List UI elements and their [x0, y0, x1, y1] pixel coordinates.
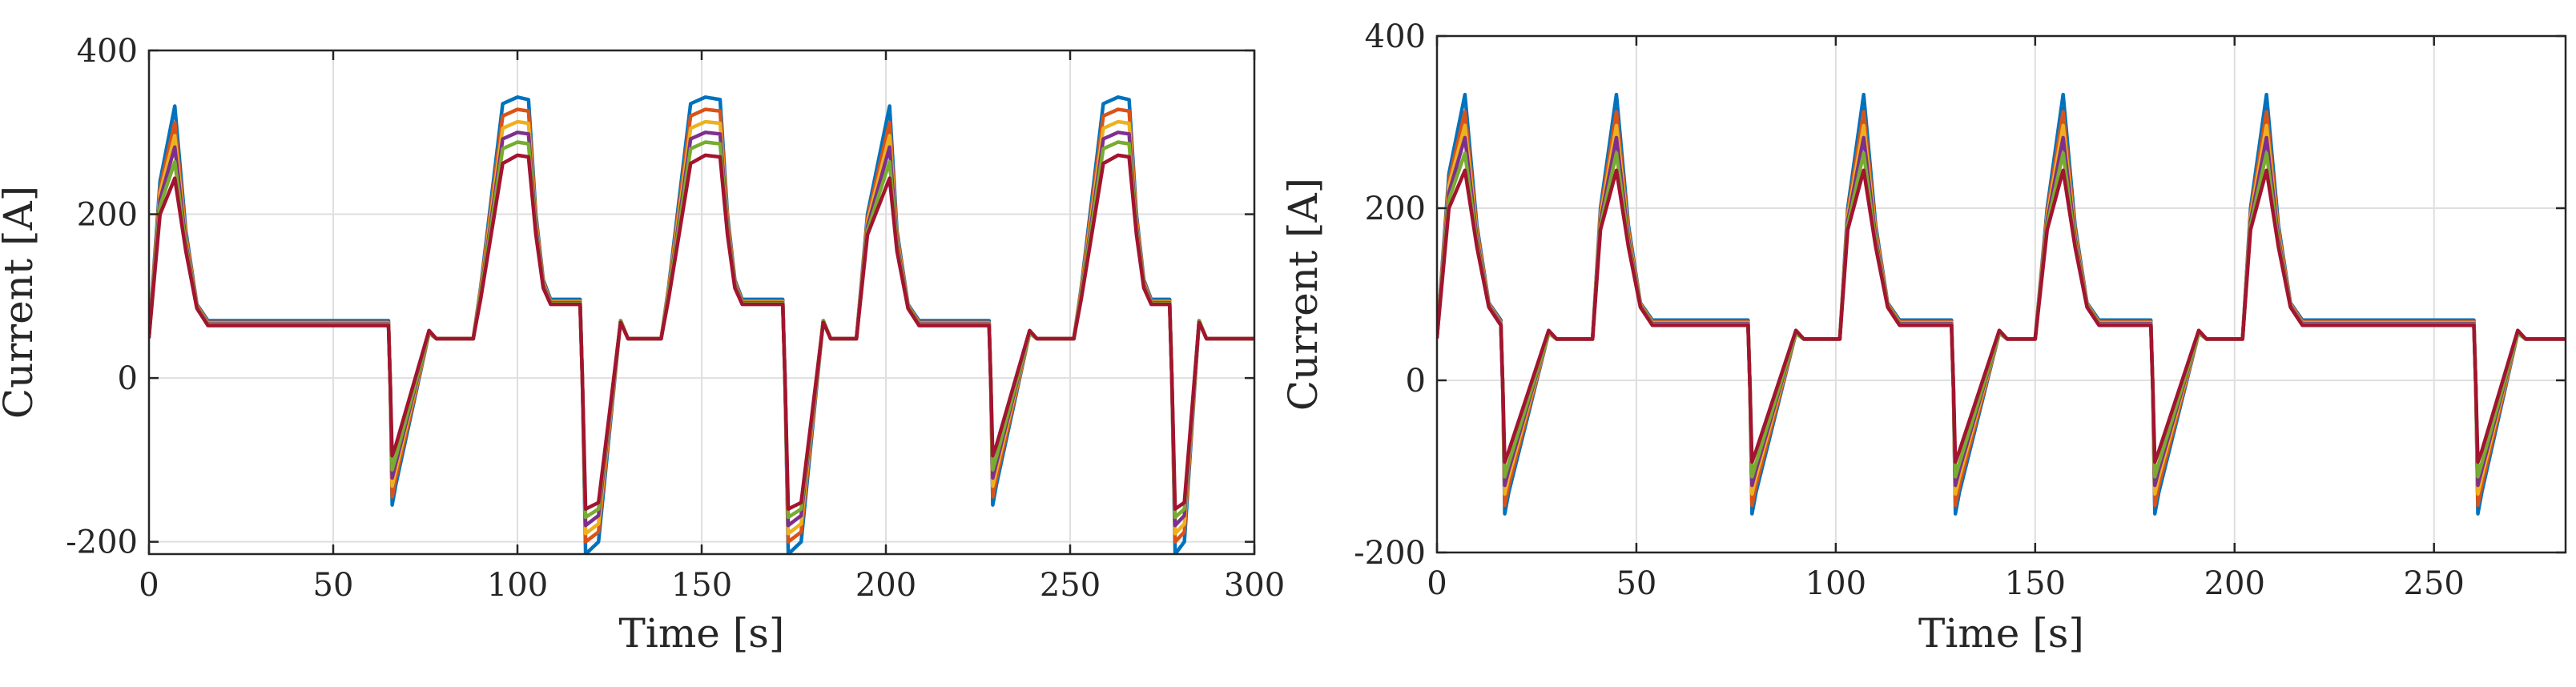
x-tick-label: 300 [1224, 567, 1285, 604]
y-tick-label: 200 [77, 197, 138, 234]
x-tick-label: 100 [1805, 565, 1866, 602]
x-tick-label: 0 [1427, 565, 1447, 602]
y-tick-label: -200 [66, 524, 138, 561]
x-axis-label: Time [s] [619, 610, 785, 657]
x-tick-label: 150 [671, 567, 732, 604]
x-tick-label: 150 [2005, 565, 2066, 602]
x-tick-label: 50 [313, 567, 354, 604]
x-tick-label: 250 [1040, 567, 1101, 604]
y-tick-label: 0 [1406, 363, 1426, 400]
series-line-s6 [149, 153, 1254, 511]
y-tick-label: 400 [1365, 18, 1426, 55]
series-line-s6 [1437, 168, 2566, 464]
y-axis-label: Current [A] [1280, 178, 1326, 411]
series-group [1437, 92, 2566, 516]
x-tick-label: 100 [487, 567, 548, 604]
x-axis-label: Time [s] [1918, 610, 2084, 657]
x-tick-label: 0 [139, 567, 159, 604]
x-tick-label: 250 [2404, 565, 2465, 602]
y-tick-label: 0 [118, 360, 138, 397]
plot-area [1437, 36, 2566, 552]
y-axis-label: Current [A] [0, 186, 42, 419]
y-tick-label: 400 [77, 33, 138, 70]
y-tick-label: 200 [1365, 191, 1426, 227]
x-tick-label: 50 [1616, 565, 1656, 602]
series-group [149, 95, 1254, 554]
y-tick-label: -200 [1354, 535, 1426, 572]
x-tick-label: 200 [2204, 565, 2265, 602]
axes-frame [1435, 34, 2567, 554]
x-tick-label: 200 [855, 567, 916, 604]
